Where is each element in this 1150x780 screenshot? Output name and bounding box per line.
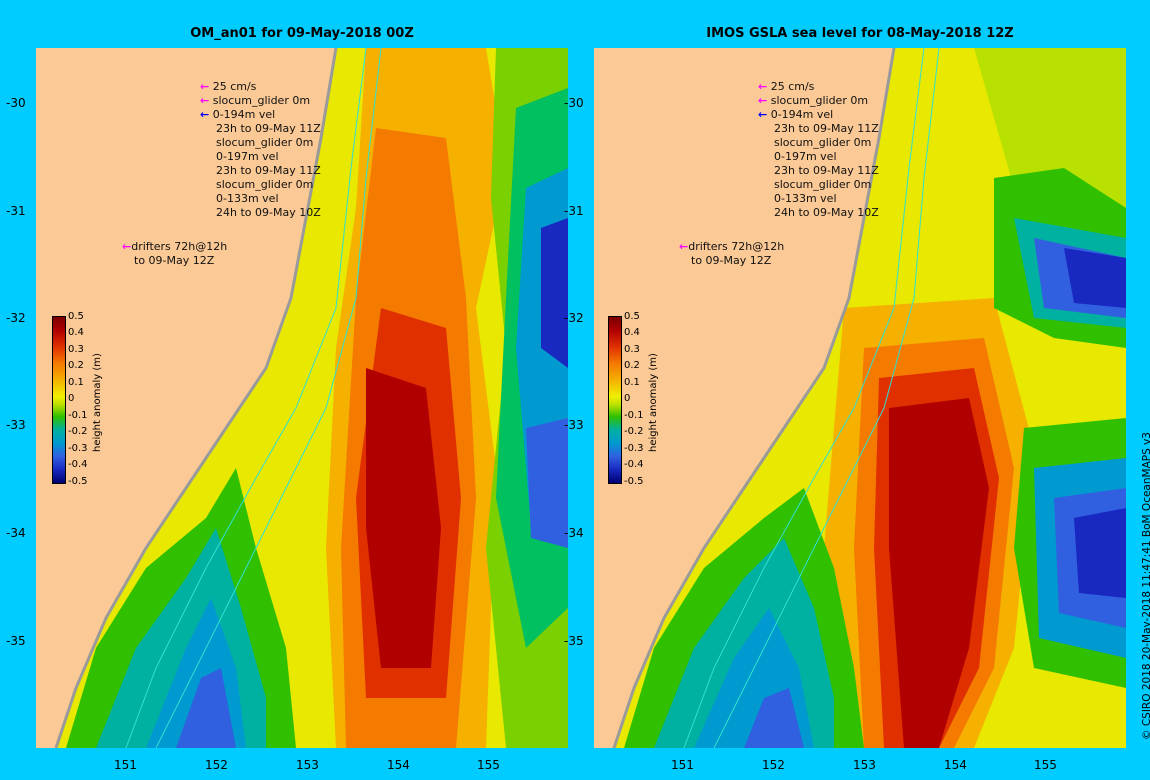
lon-label-right-0: 151 xyxy=(671,758,694,772)
vector-legend-left: ← 25 cm/s ← slocum_glider 0m ← 0-194m ve… xyxy=(200,80,321,220)
colorbar-left xyxy=(52,316,66,484)
lat-label-left-4: -34 xyxy=(6,526,26,540)
colorbar-tick: 0.1 xyxy=(68,377,84,388)
lon-label-left-3: 154 xyxy=(387,758,410,772)
legend-line: to 09-May 12Z xyxy=(134,254,215,267)
magenta-arrow-icon: ← xyxy=(122,240,132,253)
lat-label-right-0: -30 xyxy=(564,96,584,110)
legend-line: 0-197m vel xyxy=(774,150,837,163)
colorbar-tick: 0 xyxy=(68,393,75,404)
magenta-arrow-icon: ← xyxy=(758,80,768,93)
colorbar-tick: -0.3 xyxy=(68,443,88,454)
legend-line: 23h to 09-May 11Z xyxy=(774,164,879,177)
map-panel-left[interactable] xyxy=(36,48,568,748)
legend-line: slocum_glider 0m xyxy=(770,94,869,107)
colorbar-tick: 0.5 xyxy=(624,311,640,322)
colorbar-tick: 0.2 xyxy=(624,360,640,371)
colorbar-tick: 0.3 xyxy=(624,344,640,355)
legend-line: 0-133m vel xyxy=(774,192,837,205)
colorbar-title-left: height anomaly (m) xyxy=(92,353,103,452)
lon-label-right-3: 154 xyxy=(944,758,967,772)
blue-arrow-icon: ← xyxy=(758,108,768,121)
lat-label-right-5: -35 xyxy=(564,634,584,648)
colorbar-tick: 0.3 xyxy=(68,344,84,355)
colorbar-tick: 0.4 xyxy=(68,327,84,338)
colorbar-tick: -0.5 xyxy=(68,476,88,487)
colorbar-tick: 0.1 xyxy=(624,377,640,388)
legend-line: 0-194m vel xyxy=(212,108,276,121)
lon-label-left-4: 155 xyxy=(477,758,500,772)
colorbar-tick: -0.1 xyxy=(68,410,88,421)
colorbar-tick: -0.3 xyxy=(624,443,644,454)
legend-line: 24h to 09-May 10Z xyxy=(216,206,321,219)
sea-level-map-right xyxy=(594,48,1126,748)
map-panel-right[interactable] xyxy=(594,48,1126,748)
legend-line: slocum_glider 0m xyxy=(774,178,872,191)
legend-line: 24h to 09-May 10Z xyxy=(774,206,879,219)
magenta-arrow-icon: ← xyxy=(200,94,210,107)
lat-label-left-5: -35 xyxy=(6,634,26,648)
legend-line: slocum_glider 0m xyxy=(212,94,311,107)
legend-line: 23h to 09-May 11Z xyxy=(216,164,321,177)
colorbar-tick: -0.2 xyxy=(624,426,644,437)
vector-legend-right: ← 25 cm/s ← slocum_glider 0m ← 0-194m ve… xyxy=(758,80,879,220)
colorbar-right xyxy=(608,316,622,484)
colorbar-tick: 0.4 xyxy=(624,327,640,338)
colorbar-title-right: height anomaly (m) xyxy=(648,353,659,452)
panel-title-right: IMOS GSLA sea level for 08-May-2018 12Z xyxy=(706,26,1014,41)
lon-label-left-0: 151 xyxy=(114,758,137,772)
lon-label-left-2: 153 xyxy=(296,758,319,772)
legend-line: slocum_glider 0m xyxy=(216,178,314,191)
magenta-arrow-icon: ← xyxy=(679,240,689,253)
lon-label-right-4: 155 xyxy=(1034,758,1057,772)
lat-label-right-1: -31 xyxy=(564,204,584,218)
colorbar-tick: -0.5 xyxy=(624,476,644,487)
blue-arrow-icon: ← xyxy=(200,108,210,121)
panel-title-left: OM_an01 for 09-May-2018 00Z xyxy=(190,26,414,41)
legend-line: 0-133m vel xyxy=(216,192,279,205)
lat-label-right-2: -32 xyxy=(564,311,584,325)
legend-line: to 09-May 12Z xyxy=(691,254,772,267)
colorbar-tick: -0.4 xyxy=(624,459,644,470)
legend-line: 25 cm/s xyxy=(770,80,815,93)
colorbar-tick: 0 xyxy=(624,393,631,404)
legend-line: 23h to 09-May 11Z xyxy=(774,122,879,135)
lon-label-right-1: 152 xyxy=(762,758,785,772)
magenta-arrow-icon: ← xyxy=(200,80,210,93)
colorbar-tick: 0.5 xyxy=(68,311,84,322)
drifter-legend-right: ←drifters 72h@12h to 09-May 12Z xyxy=(679,240,784,268)
colorbar-tick: -0.4 xyxy=(68,459,88,470)
lon-label-right-2: 153 xyxy=(853,758,876,772)
lat-label-left-2: -32 xyxy=(6,311,26,325)
legend-line: 23h to 09-May 11Z xyxy=(216,122,321,135)
lat-label-left-1: -31 xyxy=(6,204,26,218)
lat-label-right-3: -33 xyxy=(564,418,584,432)
sea-level-map-left xyxy=(36,48,568,748)
lat-label-right-4: -34 xyxy=(564,526,584,540)
legend-line: drifters 72h@12h xyxy=(688,240,785,253)
legend-line: 0-197m vel xyxy=(216,150,279,163)
legend-line: drifters 72h@12h xyxy=(131,240,228,253)
legend-line: 0-194m vel xyxy=(770,108,834,121)
lon-label-left-1: 152 xyxy=(205,758,228,772)
legend-line: slocum_glider 0m xyxy=(216,136,314,149)
colorbar-tick: -0.2 xyxy=(68,426,88,437)
lat-label-left-0: -30 xyxy=(6,96,26,110)
colorbar-tick: -0.1 xyxy=(624,410,644,421)
credit-text: © CSIRO 2018 20-May-2018 11:47:41 BoM Oc… xyxy=(1141,432,1150,740)
legend-line: 25 cm/s xyxy=(212,80,257,93)
magenta-arrow-icon: ← xyxy=(758,94,768,107)
colorbar-tick: 0.2 xyxy=(68,360,84,371)
lat-label-left-3: -33 xyxy=(6,418,26,432)
drifter-legend-left: ←drifters 72h@12h to 09-May 12Z xyxy=(122,240,227,268)
legend-line: slocum_glider 0m xyxy=(774,136,872,149)
